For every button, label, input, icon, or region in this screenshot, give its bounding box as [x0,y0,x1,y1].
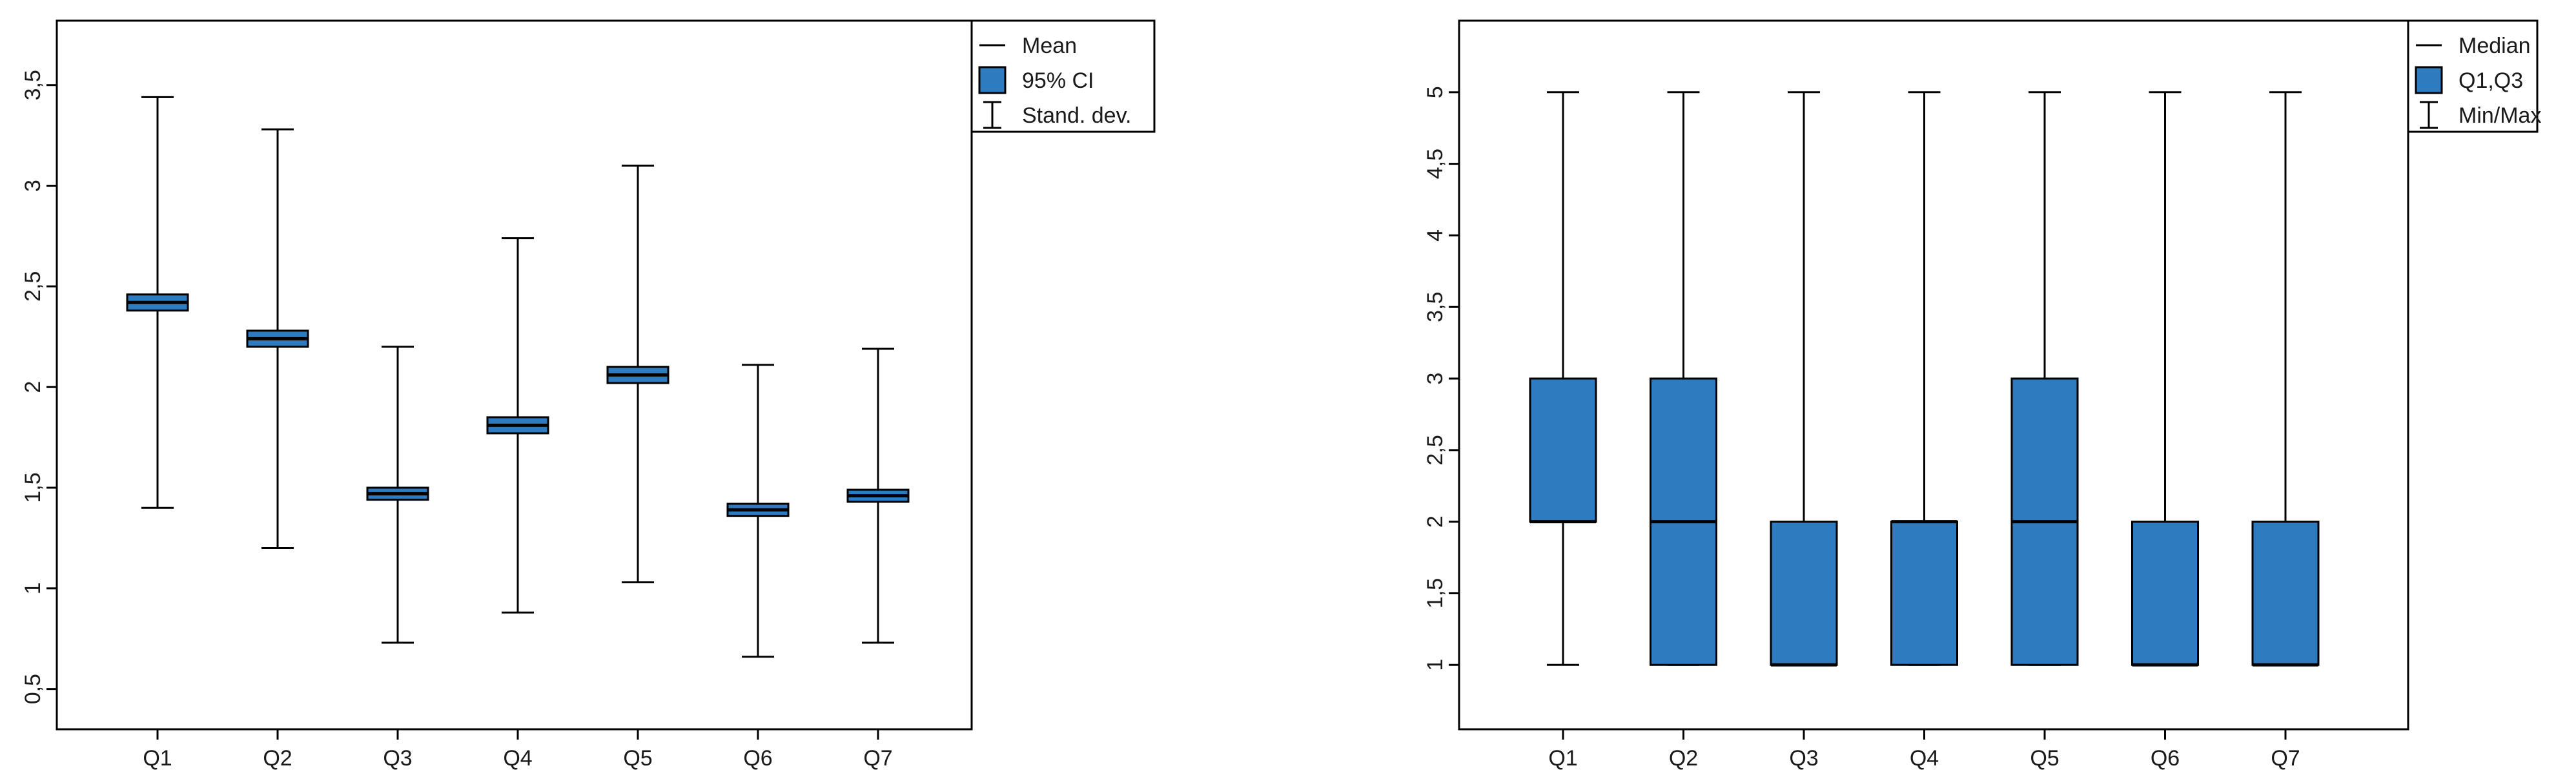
mean-ci-group-q4 [486,237,549,614]
right-y-tick-label: 3,5 [1423,292,1447,322]
box-group-q5 [2010,91,2079,666]
left-y-tick-label: 2 [21,381,45,393]
right-y-tick-label: 2,5 [1423,435,1447,465]
left-x-tick-label: Q4 [503,746,532,771]
quartile-box [2131,521,2199,666]
quartile-box [2251,521,2320,666]
mean-ci-group-q6 [726,364,790,658]
right-y-tick-label: 1,5 [1423,578,1447,608]
right-y-tick-label: 4 [1423,229,1447,242]
mean-ci-group-q7 [846,348,910,644]
right-x-tick-label: Q7 [2271,746,2300,771]
left-legend-label: Stand. dev. [1022,103,1132,128]
right-x-tick-label: Q3 [1789,746,1818,771]
quartile-box [1770,521,1838,666]
box-group-q3 [1770,91,1838,667]
right-x-tick-label: Q5 [2030,746,2059,771]
left-y-tick-label: 1 [21,582,45,594]
box-group-q6 [2131,91,2199,667]
box-group-q4 [1890,91,1958,666]
left-y-tick-label: 3 [21,180,45,192]
right-legend-box-swatch [2415,66,2443,94]
left-legend-label: Mean [1022,34,1077,58]
left-y-tick-label: 1,5 [21,472,45,503]
box-group-q1 [1529,91,1597,666]
left-plot-frame [56,19,973,731]
right-legend-label: Median [2458,34,2531,58]
quartile-box [1529,377,1597,523]
mean-ci-group-q3 [366,346,429,644]
left-legend-label: 95% CI [1022,68,1094,93]
box-plot-chart: 1 1,5 2 2,5 3 3,5 4 4,5 5 Q1 Q2 Q3 Q4 Q5 Q6 Q7 Median Q1,… [1423,19,2541,771]
left-x-tick-label: Q1 [143,746,172,771]
right-y-tick-label: 5 [1423,86,1447,98]
mean-ci-group-q2 [246,128,309,550]
left-y-tick-label: 3,5 [21,70,45,100]
right-x-tick-label: Q1 [1548,746,1577,771]
right-plot-frame [1458,19,2409,731]
right-y-tick-label: 3 [1423,373,1447,385]
left-x-tick-label: Q6 [743,746,772,771]
box-group-q2 [1650,91,1717,666]
mean-ci-group-q1 [126,96,189,509]
left-y-tick-label: 2,5 [21,271,45,302]
right-y-tick-label: 1 [1423,659,1447,671]
left-y-tick-label: 0,5 [21,674,45,704]
mean-ci-group-q5 [606,164,670,583]
left-x-tick-label: Q7 [863,746,892,771]
left-x-tick-label: Q2 [263,746,292,771]
right-x-tick-label: Q2 [1669,746,1698,771]
right-x-tick-label: Q4 [1910,746,1939,771]
quartile-box [1890,521,1958,666]
left-legend-box-swatch [978,66,1007,94]
left-x-tick-label: Q3 [383,746,412,771]
box-group-q7 [2251,91,2320,667]
right-y-tick-label: 2 [1423,515,1447,528]
left-x-tick-label: Q5 [623,746,652,771]
right-legend-label: Min/Max [2458,103,2541,128]
right-x-tick-label: Q6 [2151,746,2180,771]
right-y-tick-label: 4,5 [1423,149,1447,179]
right-legend-label: Q1,Q3 [2458,68,2523,93]
mean-ci-chart: 0,5 1 1,5 2 2,5 3 3,5 Q1 Q2 Q3 Q4 Q5 Q6 Q7 Mean 95% CI S… [21,19,1156,771]
